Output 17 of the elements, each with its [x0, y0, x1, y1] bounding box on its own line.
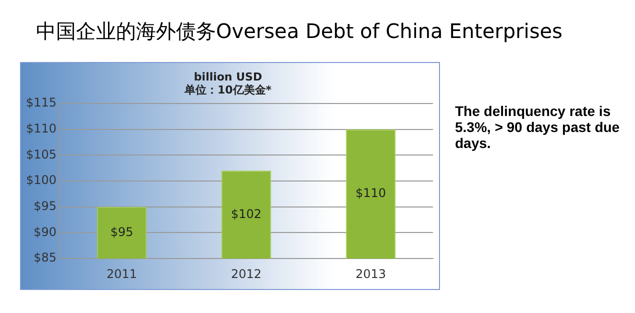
y-tick-label: $115: [26, 96, 57, 110]
x-tick-label: 2013: [355, 266, 386, 281]
y-tick-label: $90: [34, 224, 57, 239]
data-label: $110: [355, 186, 386, 200]
data-label: $102: [230, 206, 262, 221]
y-tick-label: $105: [26, 147, 57, 162]
text: The delinquency rate is 5.3%, > 90 days past due days.: [455, 103, 621, 151]
text: 单位：10亿美金*: [183, 84, 272, 97]
data-label: $95: [110, 224, 134, 239]
y-tick-label: $100: [26, 173, 57, 188]
y-tick-label: $95: [34, 198, 57, 213]
chart-title: 中国企业的海外债务Oversea Debt of China Enterprises: [36, 18, 562, 45]
x-tick-label: 2011: [106, 266, 138, 281]
x-tick-label: 2012: [230, 266, 262, 281]
chart-subtitle: billion USD: [194, 70, 262, 84]
y-tick-label: $110: [26, 121, 57, 136]
y-tick-label: $85: [34, 250, 57, 265]
